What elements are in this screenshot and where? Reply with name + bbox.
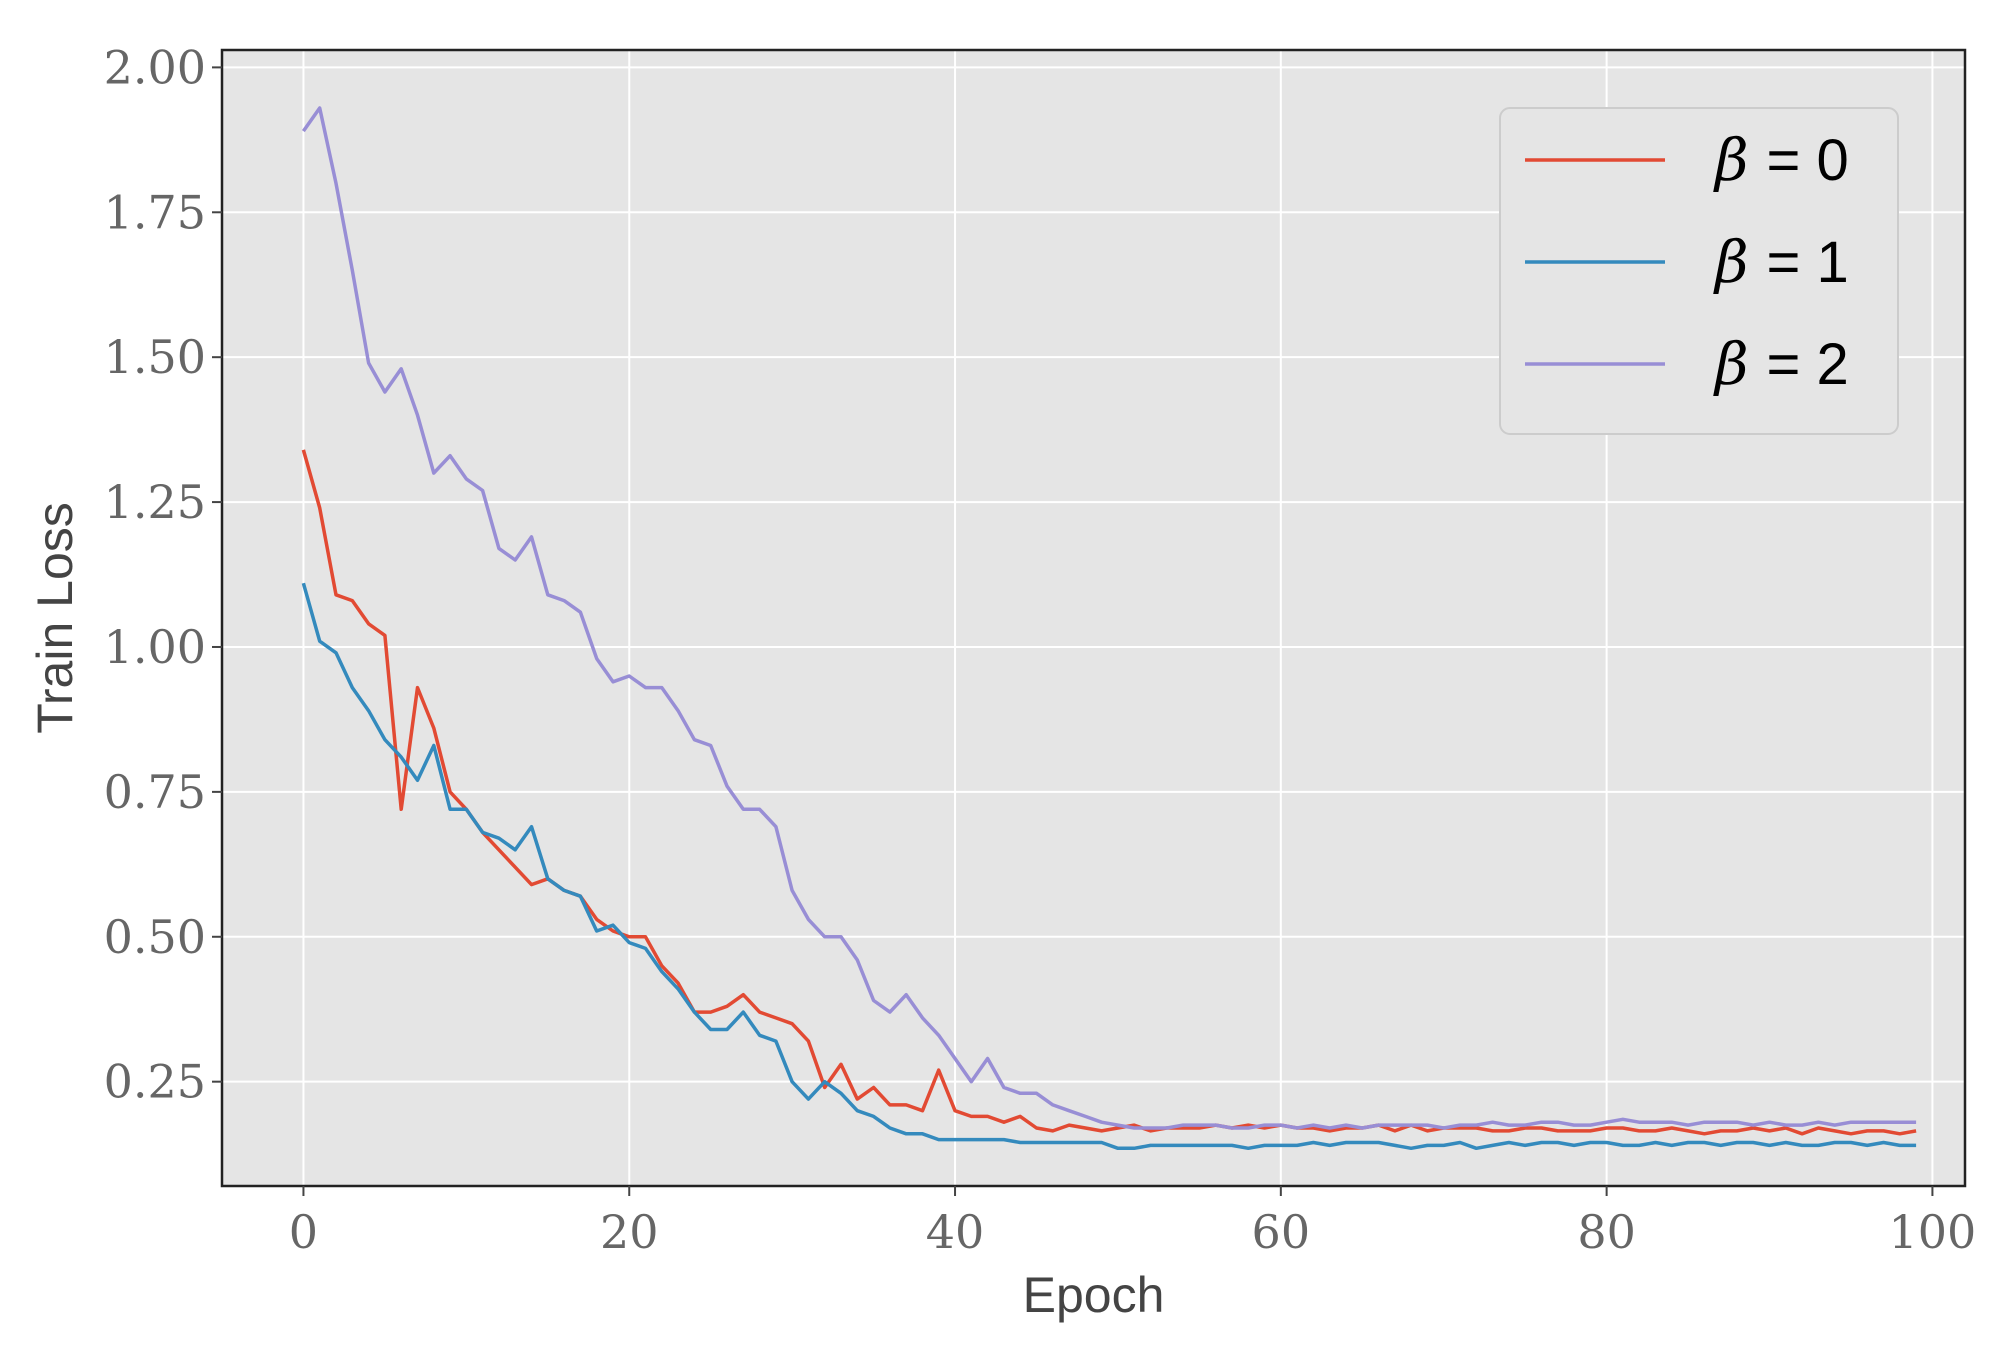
x-tick-label: 100 <box>1889 1205 1977 1259</box>
x-tick-label: 40 <box>926 1205 985 1259</box>
y-tick-label: 0.25 <box>104 1055 206 1109</box>
y-axis: 0.25 0.50 0.75 1.00 1.25 1.50 1.75 2.00 <box>104 40 222 1109</box>
y-tick-label: 1.00 <box>104 620 206 674</box>
legend: β = 0 β = 1 β = 2 <box>1499 107 1899 435</box>
x-axis: 0 20 40 60 80 100 <box>289 1186 1977 1259</box>
series-line-beta-1 <box>301 582 1917 1151</box>
y-tick-label: 2.00 <box>104 40 206 94</box>
legend-entry-label: β = 0 <box>1713 126 1849 194</box>
x-tick-label: 60 <box>1252 1205 1311 1259</box>
x-tick-label: 0 <box>289 1205 318 1259</box>
x-tick-label: 20 <box>600 1205 659 1259</box>
y-tick-label: 1.50 <box>104 330 206 384</box>
legend-box <box>1499 107 1899 435</box>
grid-lines <box>222 50 1965 1186</box>
y-tick-label: 0.50 <box>104 910 206 964</box>
series-line-beta-2 <box>301 106 1917 1130</box>
plot-frame <box>220 48 1967 1188</box>
series-layer <box>301 106 1917 1151</box>
x-axis-label: Epoch <box>1023 1267 1165 1323</box>
y-axis-label: Train Loss <box>27 502 83 734</box>
y-tick-label: 1.25 <box>104 475 206 529</box>
y-tick-label: 1.75 <box>104 185 206 239</box>
y-tick-label: 0.75 <box>104 765 206 819</box>
legend-entry-label: β = 1 <box>1713 228 1849 296</box>
x-tick-label: 80 <box>1577 1205 1636 1259</box>
legend-entry-label: β = 2 <box>1713 330 1849 398</box>
